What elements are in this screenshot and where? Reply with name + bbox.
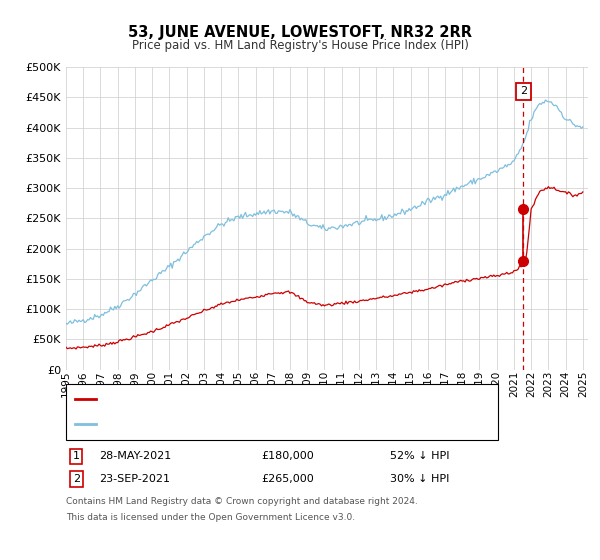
Text: HPI: Average price, detached house, East Suffolk: HPI: Average price, detached house, East… [99, 419, 354, 429]
Text: 52% ↓ HPI: 52% ↓ HPI [390, 451, 449, 461]
Text: 23-SEP-2021: 23-SEP-2021 [99, 474, 170, 484]
Text: 2: 2 [73, 474, 80, 484]
Text: This data is licensed under the Open Government Licence v3.0.: This data is licensed under the Open Gov… [66, 514, 355, 522]
Text: Contains HM Land Registry data © Crown copyright and database right 2024.: Contains HM Land Registry data © Crown c… [66, 497, 418, 506]
Text: £265,000: £265,000 [261, 474, 314, 484]
Text: 2: 2 [520, 86, 527, 96]
Text: 28-MAY-2021: 28-MAY-2021 [99, 451, 171, 461]
Text: 30% ↓ HPI: 30% ↓ HPI [390, 474, 449, 484]
Text: Price paid vs. HM Land Registry's House Price Index (HPI): Price paid vs. HM Land Registry's House … [131, 39, 469, 52]
Text: 53, JUNE AVENUE, LOWESTOFT, NR32 2RR (detached house): 53, JUNE AVENUE, LOWESTOFT, NR32 2RR (de… [99, 394, 413, 404]
Text: £180,000: £180,000 [261, 451, 314, 461]
Text: 53, JUNE AVENUE, LOWESTOFT, NR32 2RR: 53, JUNE AVENUE, LOWESTOFT, NR32 2RR [128, 25, 472, 40]
Text: 1: 1 [73, 451, 80, 461]
